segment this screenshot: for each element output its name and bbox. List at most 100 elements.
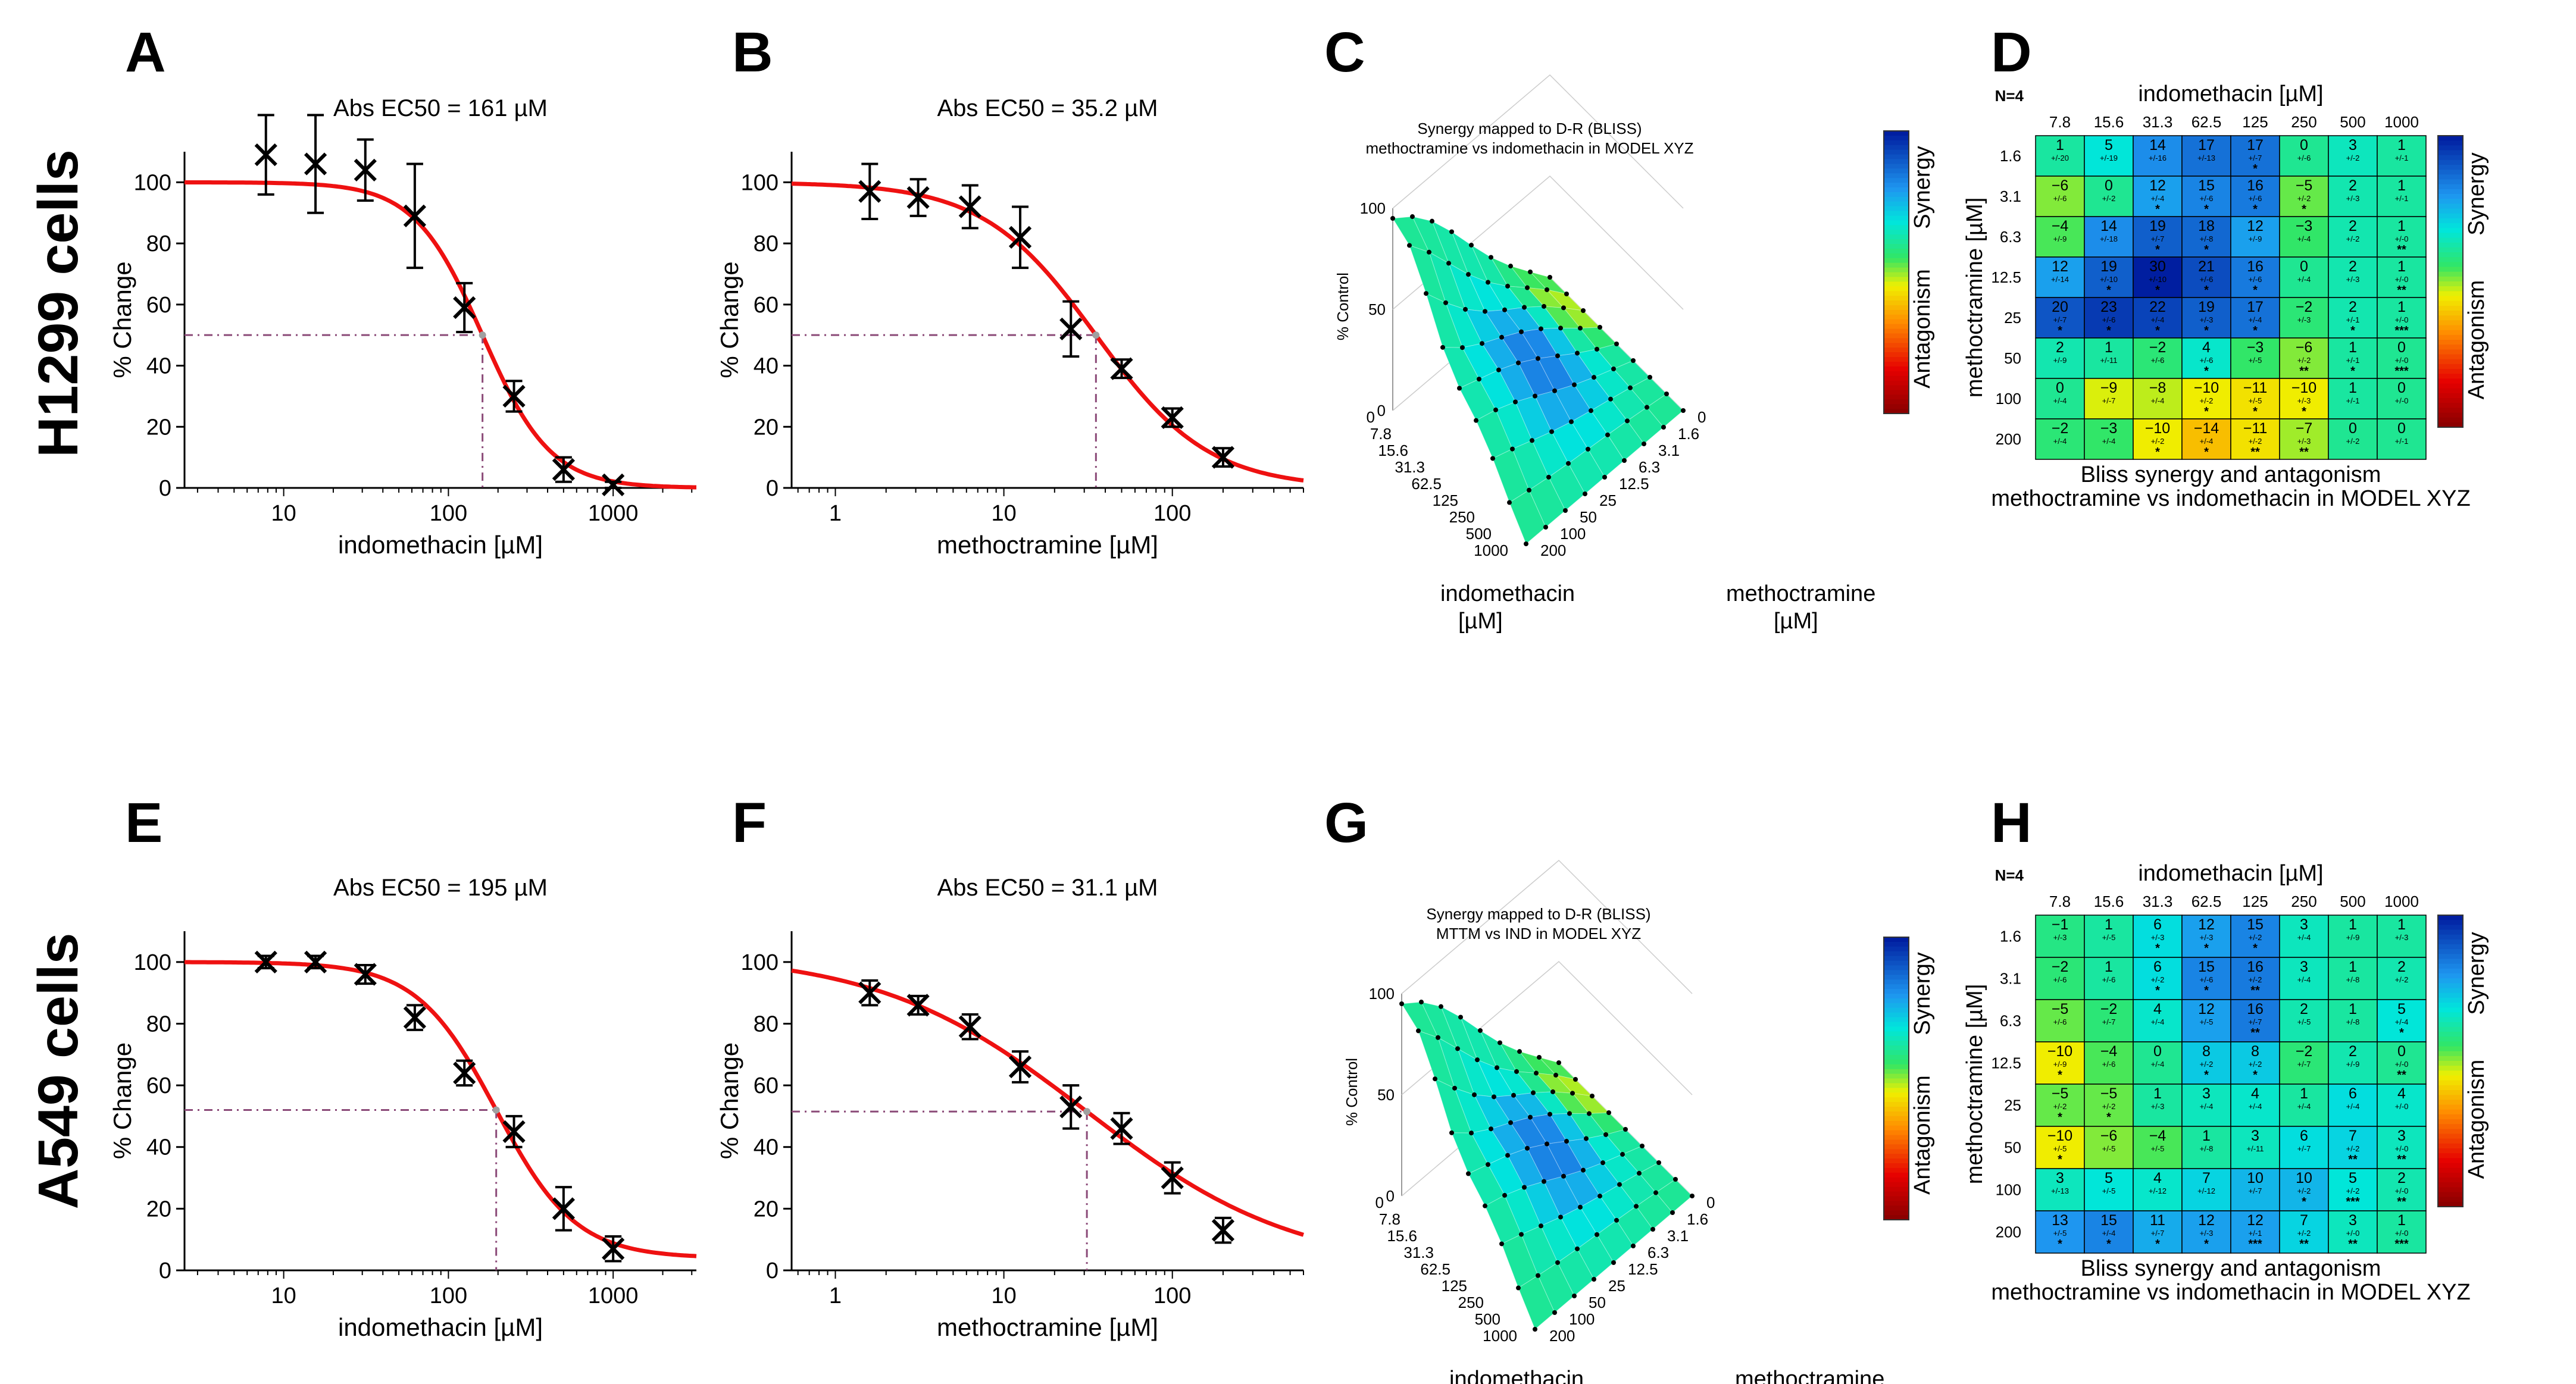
colorbar-segment xyxy=(2438,1192,2463,1198)
colorbar-segment xyxy=(2438,281,2463,287)
colorbar-segment xyxy=(2438,334,2463,340)
cell-value: −2 xyxy=(2100,1001,2118,1017)
heatmap-cell xyxy=(2377,1210,2427,1254)
cell-value: 14 xyxy=(2100,218,2117,234)
surface-point xyxy=(1519,329,1524,334)
cell-value: 19 xyxy=(2149,218,2166,234)
colorbar-segment xyxy=(2438,1017,2463,1023)
cell-value: 14 xyxy=(2149,137,2166,154)
y-axis-label: % Change xyxy=(108,1042,136,1159)
cell-value: 1 xyxy=(2105,916,2113,933)
cell-significance: ** xyxy=(2397,243,2406,256)
surface-point xyxy=(1581,308,1586,313)
heatmap-cell xyxy=(2377,1168,2427,1211)
cell-sd: +/-12 xyxy=(2149,1186,2167,1195)
y-tick-label: 100 xyxy=(134,950,171,975)
cell-value: 21 xyxy=(2198,258,2215,275)
colorbar-segment xyxy=(2438,325,2463,331)
y-tick-label: 20 xyxy=(146,1197,171,1222)
colorbar-segment xyxy=(1884,399,1909,405)
y-tick-label: 3.1 xyxy=(1658,441,1680,459)
surface-point xyxy=(1516,1285,1521,1291)
surface-point xyxy=(1502,307,1507,312)
surface-point xyxy=(1670,1210,1675,1215)
heatmap-cell xyxy=(2279,256,2329,298)
cell-value: −10 xyxy=(2194,380,2219,396)
colorbar-segment xyxy=(2438,1182,2463,1188)
heatmap-cell xyxy=(2181,999,2231,1042)
colorbar-segment xyxy=(2438,194,2463,200)
heatmap-cell xyxy=(2084,216,2134,258)
cell-sd: +/-4 xyxy=(2151,315,2165,324)
column-label: 7.8 xyxy=(2049,893,2071,910)
heatmap-cell xyxy=(2084,256,2134,298)
cell-value: 15 xyxy=(2247,916,2264,933)
cell-value: 3 xyxy=(2202,1085,2211,1102)
colorbar-segment xyxy=(2438,939,2463,945)
colorbar-segment xyxy=(1884,244,1909,249)
cell-value: 30 xyxy=(2149,258,2166,275)
cell-value: −3 xyxy=(2100,420,2118,437)
fit-curve xyxy=(185,960,697,1258)
cell-value: −6 xyxy=(2296,339,2313,356)
surface-point xyxy=(1536,1273,1540,1278)
cell-sd: +/-9 xyxy=(2053,356,2067,365)
cell-sd: +/-4 xyxy=(2102,437,2116,446)
colorbar-segment xyxy=(2438,145,2463,151)
colorbar-segment xyxy=(1884,1186,1909,1192)
colorbar-segment xyxy=(1884,296,1909,301)
colorbar-segment xyxy=(2438,150,2463,156)
y-tick-label: 200 xyxy=(1549,1327,1575,1345)
surface-point xyxy=(1561,305,1566,311)
cell-sd: +/-7 xyxy=(2102,1017,2116,1026)
surface-point xyxy=(1436,1035,1440,1040)
surface-point xyxy=(1524,541,1528,546)
cell-value: 11 xyxy=(2150,1212,2165,1229)
surface-point xyxy=(1606,1110,1611,1115)
heatmap-cell xyxy=(2328,1210,2378,1254)
surface-point xyxy=(1493,407,1498,412)
colorbar-segment xyxy=(2438,320,2463,326)
x-tick-label: 250 xyxy=(1449,508,1475,526)
surface-point xyxy=(1539,1223,1543,1229)
cell-sd: +/-2 xyxy=(2346,1144,2360,1153)
cell-value: 5 xyxy=(2105,1170,2113,1186)
cell-value: 1 xyxy=(2153,1085,2162,1102)
cell-value: −2 xyxy=(2052,959,2069,975)
surface-point xyxy=(1530,438,1534,443)
ec50-point xyxy=(1083,1108,1091,1116)
surface-point xyxy=(1455,1046,1460,1051)
cell-value: 3 xyxy=(2056,1170,2064,1186)
surface-point xyxy=(1566,461,1571,466)
colorbar-segment xyxy=(1884,319,1909,325)
data-point xyxy=(958,1015,981,1038)
surface-point xyxy=(1492,1094,1496,1100)
surface-point xyxy=(1563,508,1568,513)
cell-sd: +/-1 xyxy=(2395,154,2409,162)
cell-significance: ** xyxy=(2299,1238,2309,1251)
colorbar-segment xyxy=(2438,934,2463,940)
cell-significance: * xyxy=(2204,446,2209,459)
heatmap-cell xyxy=(2377,915,2427,958)
surface-point xyxy=(1458,1014,1463,1020)
y-tick-label: 40 xyxy=(754,1135,779,1160)
cell-significance: * xyxy=(2350,324,2355,337)
cell-value: 17 xyxy=(2198,137,2215,154)
data-point xyxy=(1211,446,1235,469)
data-point xyxy=(254,143,277,167)
x-tick-label: 7.8 xyxy=(1379,1210,1400,1228)
cell-value: 2 xyxy=(2300,1001,2308,1017)
cell-value: 18 xyxy=(2198,218,2215,234)
colorbar-frame xyxy=(2437,915,2464,1207)
heatmap-cell xyxy=(2230,999,2280,1042)
cell-sd: +/-1 xyxy=(2346,315,2360,324)
colorbar-segment xyxy=(2438,311,2463,317)
colorbar-segment xyxy=(1884,1149,1909,1155)
data-point xyxy=(1008,226,1032,249)
colorbar-segment xyxy=(1884,960,1909,966)
colorbar-segment xyxy=(1884,1130,1909,1136)
colorbar-segment xyxy=(1884,281,1909,287)
colorbar-segment xyxy=(1884,361,1909,367)
cell-value: 16 xyxy=(2247,1001,2264,1017)
cell-value: 12 xyxy=(2198,1001,2215,1017)
